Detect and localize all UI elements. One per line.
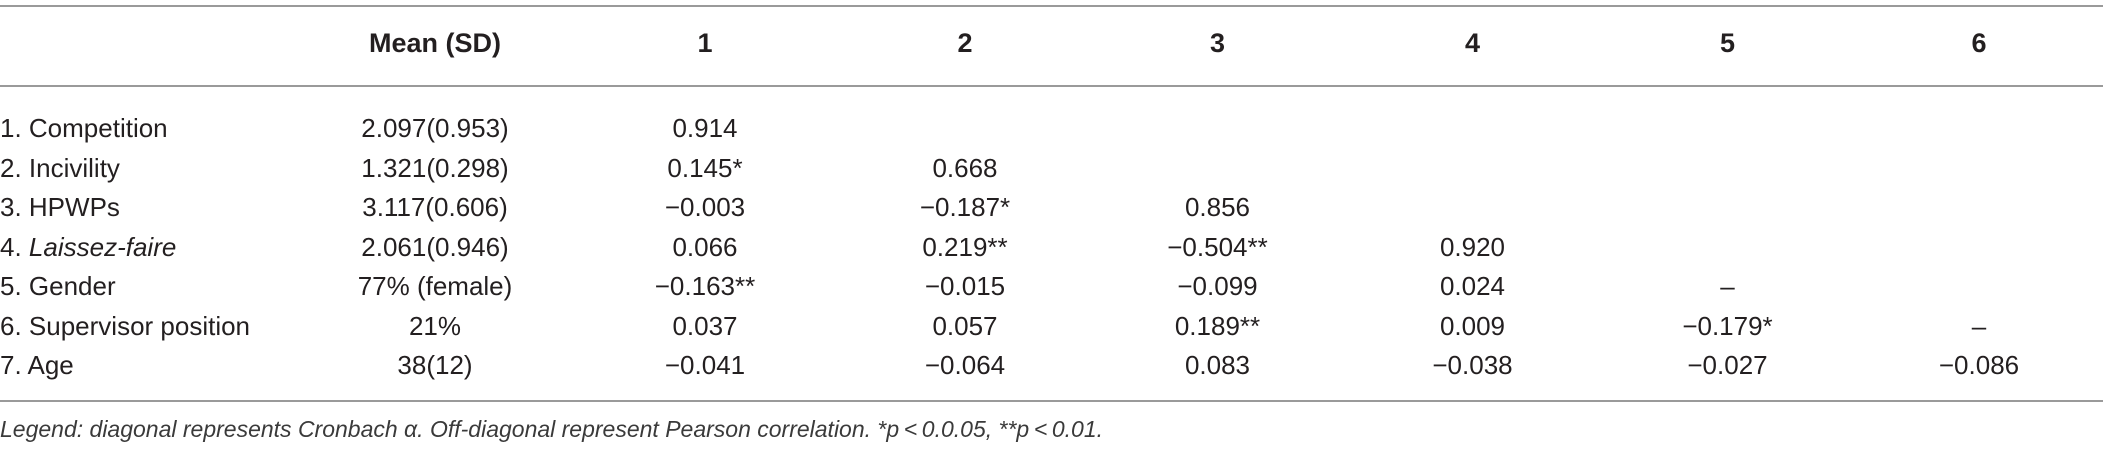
table-cell <box>840 109 1090 149</box>
table-row: 5. Gender 77% (female) −0.163** −0.015 −… <box>0 267 2103 307</box>
table-cell: −0.086 <box>1938 350 2020 381</box>
table-cell: 0.083 <box>1184 350 1251 381</box>
table-cell <box>1600 109 1855 149</box>
table-cell: 0.057 <box>932 310 998 341</box>
table-row: 3. HPWPs 3.117(0.606) −0.003 −0.187* 0.8… <box>0 188 2103 228</box>
table-row: 1. Competition 2.097(0.953) 0.914 <box>0 109 2103 149</box>
header-col-5: 5 <box>1719 27 1736 58</box>
table-cell: 0.009 <box>1439 310 1506 341</box>
table-row: 2. Incivility 1.321(0.298) 0.145* 0.668 <box>0 149 2103 189</box>
table-cell: −0.099 <box>1177 271 1258 302</box>
table-cell: −0.003 <box>664 192 746 223</box>
table-cell <box>1345 149 1600 189</box>
row-label: 4. Laissez-faire <box>0 228 300 268</box>
header-rule <box>0 85 2103 87</box>
table-row: 6. Supervisor position 21% 0.037 0.057 0… <box>0 307 2103 347</box>
mean-sd-cell: 2.061(0.946) <box>361 231 509 262</box>
table-cell: 0.914 <box>672 113 738 144</box>
table-cell <box>1600 228 1855 268</box>
table-cell: 0.668 <box>932 152 998 183</box>
table-cell <box>1090 109 1345 149</box>
mean-sd-cell: 1.321(0.298) <box>361 152 509 183</box>
header-row: Mean (SD) 1 2 3 4 5 6 <box>0 0 2103 86</box>
row-label: 7. Age <box>0 350 74 381</box>
table-cell: 0.037 <box>672 310 738 341</box>
table-cell: −0.038 <box>1432 350 1513 381</box>
mean-sd-cell: 77% (female) <box>357 271 513 302</box>
table-cell <box>1345 188 1600 228</box>
header-mean-sd: Mean (SD) <box>368 27 501 58</box>
correlation-table: Mean (SD) 1 2 3 4 5 6 1. Competition 2.0… <box>0 0 2103 386</box>
row-label: 2. Incivility <box>0 152 120 183</box>
table-cell: 0.856 <box>1184 192 1251 223</box>
mean-sd-cell: 2.097(0.953) <box>361 113 509 144</box>
table-cell <box>1855 149 2103 189</box>
table-cell: 0.189** <box>1174 310 1261 341</box>
table-cell <box>1855 228 2103 268</box>
table-cell: 0.145* <box>667 152 743 183</box>
mean-sd-cell: 3.117(0.606) <box>362 192 508 223</box>
table-row: 7. Age 38(12) −0.041 −0.064 0.083 −0.038… <box>0 346 2103 386</box>
table-cell: −0.015 <box>924 271 1006 302</box>
row-label: 1. Competition <box>0 113 168 144</box>
table-cell: – <box>1720 271 1735 302</box>
table-cell: – <box>1971 310 1987 341</box>
table-cell: −0.027 <box>1687 350 1768 381</box>
mean-sd-cell: 38(12) <box>397 350 473 381</box>
table-cell <box>1345 109 1600 149</box>
mean-sd-cell: 21% <box>408 310 462 341</box>
table-cell <box>1090 149 1345 189</box>
table-cell <box>1855 267 2103 307</box>
header-col-6: 6 <box>1971 27 1987 58</box>
table-cell: 0.024 <box>1439 271 1506 302</box>
bottom-rule <box>0 400 2103 402</box>
table-cell <box>1600 149 1855 189</box>
table-cell: 0.066 <box>672 231 738 262</box>
row-label-number: 4. <box>0 231 29 262</box>
row-label: 5. Gender <box>0 271 116 302</box>
top-rule <box>0 5 2103 7</box>
row-label: 3. HPWPs <box>0 192 120 223</box>
header-col-3: 3 <box>1209 27 1226 58</box>
row-label: 6. Supervisor position <box>0 310 251 341</box>
table-cell: −0.504** <box>1167 231 1268 262</box>
table-cell: −0.064 <box>924 350 1006 381</box>
table-row: 4. Laissez-faire 2.061(0.946) 0.066 0.21… <box>0 228 2103 268</box>
table-footnote: Legend: diagonal represents Cronbach α. … <box>0 416 1104 442</box>
table-cell: −0.041 <box>664 350 746 381</box>
row-label-italic: Laissez-faire <box>28 231 177 262</box>
table-cell: −0.163** <box>654 271 756 302</box>
header-col-1: 1 <box>697 27 713 58</box>
header-col-4: 4 <box>1464 27 1481 58</box>
table-cell: −0.187* <box>919 192 1011 223</box>
header-variable <box>0 0 300 86</box>
table-cell <box>1600 188 1855 228</box>
table-cell: 0.920 <box>1439 231 1506 262</box>
table-cell <box>1855 109 2103 149</box>
table-cell: −0.179* <box>1682 310 1773 341</box>
table-cell: 0.219** <box>922 231 1008 262</box>
header-col-2: 2 <box>957 27 973 58</box>
table-cell <box>1855 188 2103 228</box>
